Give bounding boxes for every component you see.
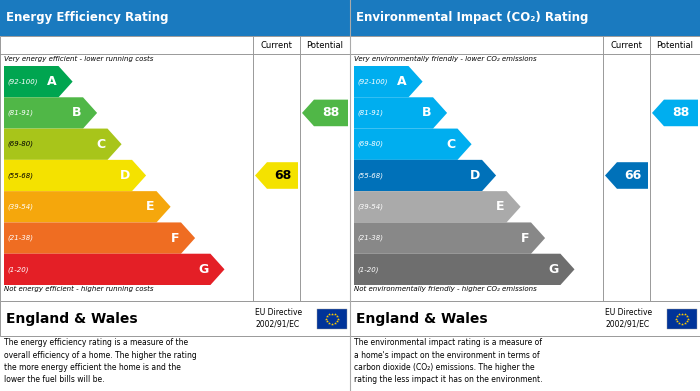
Bar [350,0,700,36]
Text: (1-20): (1-20) [357,266,379,273]
Text: Very environmentally friendly - lower CO₂ emissions: Very environmentally friendly - lower CO… [354,56,537,62]
Polygon shape [4,97,97,129]
Text: 88: 88 [673,106,690,119]
Text: E: E [496,200,505,213]
Text: Potential: Potential [307,41,344,50]
Text: Very energy efficient - lower running costs: Very energy efficient - lower running co… [4,56,153,62]
Bar [350,301,700,336]
Text: England & Wales: England & Wales [6,312,138,325]
Text: 88: 88 [323,106,339,119]
Polygon shape [354,254,575,285]
Bar [0,36,350,301]
Text: The environmental impact rating is a measure of
a home's impact on the environme: The environmental impact rating is a mea… [354,338,542,384]
Bar [350,36,700,301]
Polygon shape [4,191,171,222]
Polygon shape [652,100,698,126]
Text: (92-100): (92-100) [7,78,38,85]
Text: E: E [146,200,155,213]
Text: England & Wales: England & Wales [356,312,488,325]
Polygon shape [354,191,521,222]
Text: A: A [47,75,57,88]
Text: Not environmentally friendly - higher CO₂ emissions: Not environmentally friendly - higher CO… [354,286,537,292]
Text: C: C [447,138,456,151]
Text: EU Directive
2002/91/EC: EU Directive 2002/91/EC [255,308,302,329]
Text: Energy Efficiency Rating: Energy Efficiency Rating [6,11,169,25]
Text: B: B [421,106,431,119]
Polygon shape [354,66,423,97]
Polygon shape [4,129,122,160]
Text: D: D [470,169,480,182]
Polygon shape [605,162,648,189]
Text: The energy efficiency rating is a measure of the
overall efficiency of a home. T: The energy efficiency rating is a measur… [4,338,197,384]
Polygon shape [302,100,348,126]
Text: (1-20): (1-20) [7,266,29,273]
Polygon shape [4,66,73,97]
Text: F: F [521,231,529,245]
Text: 66: 66 [624,169,641,182]
Text: Potential: Potential [657,41,694,50]
Text: (55-68): (55-68) [357,172,383,179]
Bar [317,308,347,328]
Bar [0,301,350,336]
Text: G: G [548,263,559,276]
Bar [667,308,697,328]
Text: Current: Current [260,41,293,50]
Polygon shape [255,162,298,189]
Polygon shape [354,222,545,254]
Polygon shape [4,254,225,285]
Text: D: D [120,169,130,182]
Text: (55-68): (55-68) [7,172,33,179]
Text: (21-38): (21-38) [7,235,33,241]
Text: (21-38): (21-38) [357,235,383,241]
Polygon shape [354,129,472,160]
Polygon shape [354,97,447,129]
Text: (81-91): (81-91) [7,110,33,116]
Text: (69-80): (69-80) [7,141,33,147]
Polygon shape [354,160,496,191]
Polygon shape [4,160,146,191]
Text: B: B [71,106,81,119]
Bar [0,0,350,36]
Text: G: G [198,263,209,276]
Text: EU Directive
2002/91/EC: EU Directive 2002/91/EC [605,308,652,329]
Text: (92-100): (92-100) [357,78,388,85]
Text: F: F [171,231,179,245]
Text: 68: 68 [274,169,291,182]
Text: (81-91): (81-91) [357,110,383,116]
Text: Environmental Impact (CO₂) Rating: Environmental Impact (CO₂) Rating [356,11,589,25]
Text: C: C [97,138,106,151]
Text: (39-54): (39-54) [357,204,383,210]
Polygon shape [4,222,195,254]
Text: A: A [397,75,407,88]
Text: (39-54): (39-54) [7,204,33,210]
Text: (69-80): (69-80) [357,141,383,147]
Text: Current: Current [610,41,643,50]
Text: Not energy efficient - higher running costs: Not energy efficient - higher running co… [4,286,153,292]
